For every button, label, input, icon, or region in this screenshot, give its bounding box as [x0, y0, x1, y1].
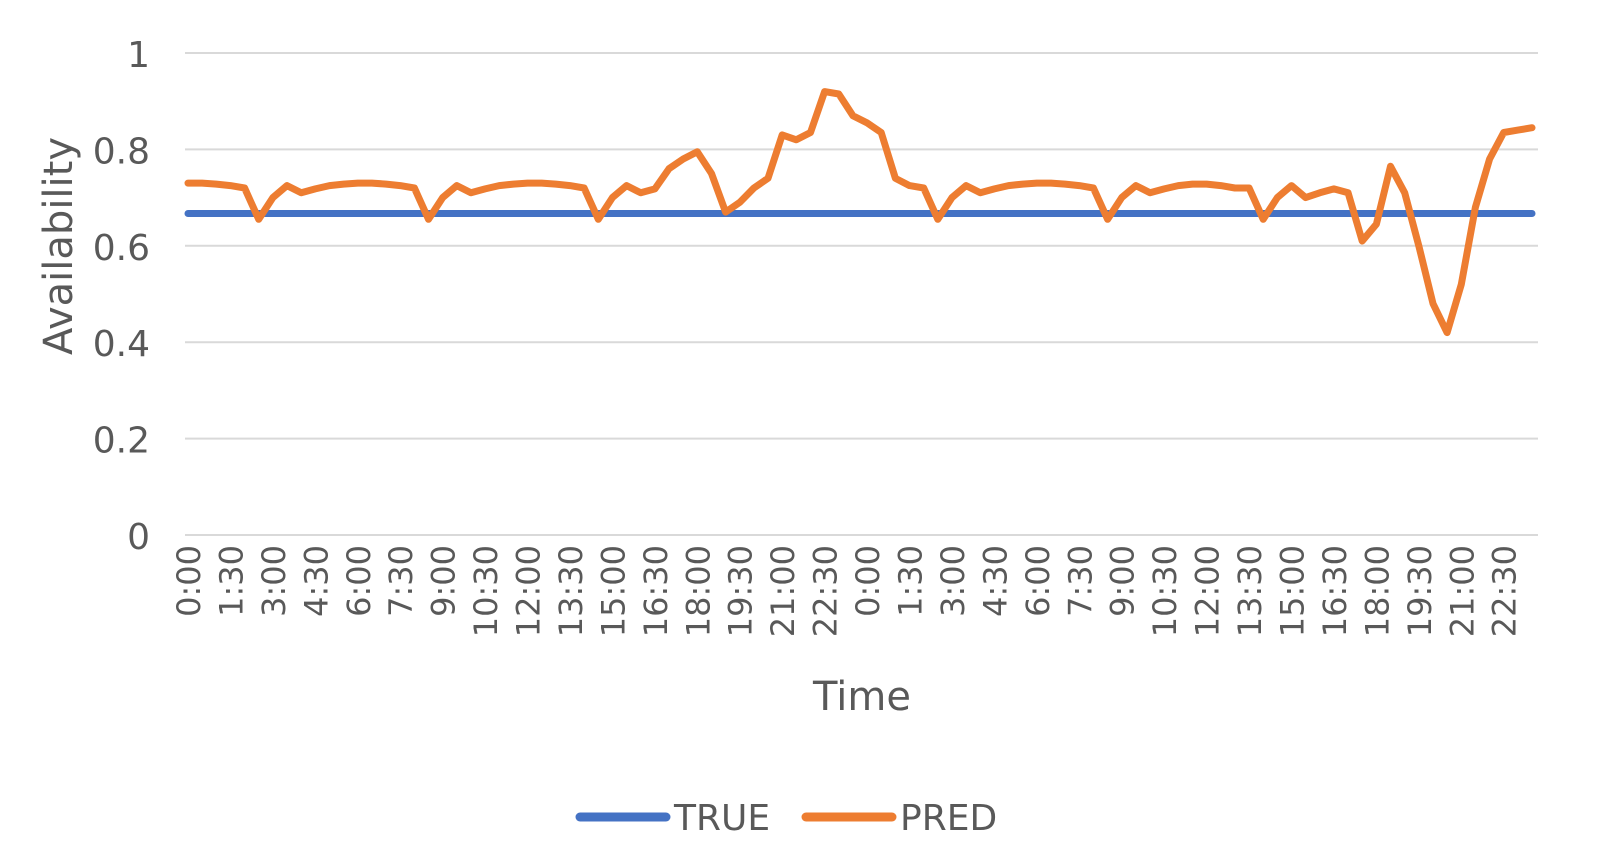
x-tick-label: 3:00	[255, 545, 293, 617]
x-tick-label: 12:00	[510, 545, 548, 637]
x-tick-label: 21:00	[1443, 545, 1481, 637]
x-tick-label: 1:30	[892, 545, 930, 617]
x-tick-label: 6:00	[340, 545, 378, 617]
y-tick-label: 0.4	[93, 324, 150, 365]
x-tick-label: 22:30	[1486, 545, 1524, 637]
legend: TRUE PRED	[575, 798, 997, 839]
x-tick-label: 4:30	[976, 545, 1014, 617]
y-tick-label: 1	[127, 35, 150, 76]
gridlines	[185, 52, 1538, 536]
y-tick-label: 0.8	[93, 131, 150, 172]
legend-label-true: TRUE	[673, 798, 770, 839]
x-tick-label: 7:30	[382, 545, 420, 617]
x-tick-label: 10:30	[467, 545, 505, 637]
x-tick-label: 19:30	[722, 545, 760, 637]
x-tick-label: 0:00	[170, 545, 208, 617]
x-tick-label: 15:00	[594, 545, 632, 637]
x-tick-label: 16:30	[1316, 545, 1354, 637]
x-tick-label: 21:00	[764, 545, 802, 637]
x-tick-label: 6:00	[1019, 545, 1057, 617]
x-tick-label: 12:00	[1189, 545, 1227, 637]
x-tick-label: 10:30	[1146, 545, 1184, 637]
x-tick-label: 9:00	[425, 545, 463, 617]
series-lines	[184, 88, 1536, 337]
x-tick-label: 4:30	[297, 545, 335, 617]
y-axis-title: Availability	[36, 137, 82, 355]
x-tick-label: 19:30	[1401, 545, 1439, 637]
y-tick-label: 0	[127, 517, 150, 558]
x-axis-ticks: 0:00 1:30 3:00 4:30 6:00 7:30 9:00 10:30 12:00 13…	[170, 545, 1524, 637]
x-tick-label: 1:30	[212, 545, 250, 617]
y-axis-ticks: 0 0.2 0.4 0.6 0.8 1	[93, 35, 150, 558]
x-tick-label: 15:00	[1273, 545, 1311, 637]
x-tick-label: 3:00	[934, 545, 972, 617]
x-tick-label: 0:00	[849, 545, 887, 617]
x-tick-label: 18:00	[679, 545, 717, 637]
y-tick-label: 0.2	[93, 421, 150, 462]
x-tick-label: 16:30	[637, 545, 675, 637]
x-tick-label: 13:30	[552, 545, 590, 637]
x-axis-title: Time	[812, 674, 911, 720]
x-tick-label: 9:00	[1104, 545, 1142, 617]
x-tick-label: 18:00	[1358, 545, 1396, 637]
x-tick-label: 7:30	[1061, 545, 1099, 617]
x-tick-label: 13:30	[1231, 545, 1269, 637]
series-line-pred	[184, 88, 1536, 337]
legend-label-pred: PRED	[900, 798, 997, 839]
x-tick-label: 22:30	[807, 545, 845, 637]
y-tick-label: 0.6	[93, 228, 150, 269]
